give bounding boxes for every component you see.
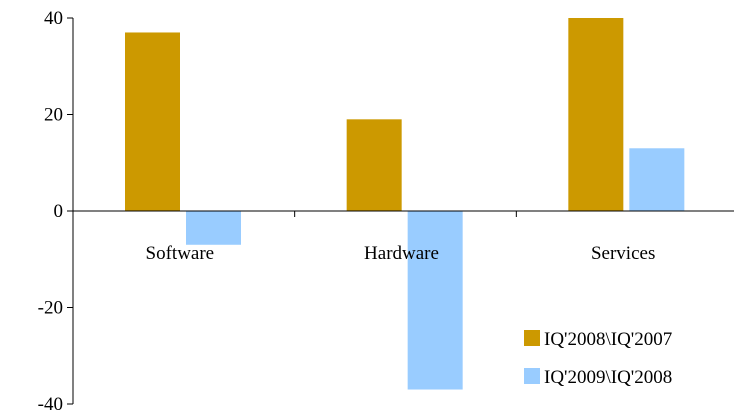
bar-software-series-2 <box>186 211 241 245</box>
y-tick-label: -40 <box>38 394 63 414</box>
labels-group: 40 20 0 -20 -40 Software Hardware Services <box>38 8 656 414</box>
bar-hardware-series-1 <box>346 119 402 211</box>
y-tick-label: 0 <box>54 201 64 222</box>
legend-label-2: IQ'2009\IQ'2008 <box>544 367 672 388</box>
bar-services-series-1 <box>568 18 624 211</box>
bar-services-series-2 <box>629 148 685 211</box>
bar-software-series-1 <box>125 32 180 211</box>
bars-group <box>125 18 685 390</box>
axes-group <box>67 17 734 405</box>
y-tick-label: -20 <box>38 298 63 319</box>
bar-hardware-series-2 <box>407 211 463 390</box>
legend-swatch-2 <box>524 368 540 384</box>
legend-swatch-1 <box>524 330 540 346</box>
y-tick-label: 20 <box>44 105 63 126</box>
legend: IQ'2008\IQ'2007 IQ'2009\IQ'2008 <box>524 329 672 388</box>
legend-label-1: IQ'2008\IQ'2007 <box>544 329 672 350</box>
category-label-software: Software <box>146 243 215 264</box>
category-label-services: Services <box>591 243 655 264</box>
y-tick-label: 40 <box>44 8 63 29</box>
category-label-hardware: Hardware <box>364 243 439 264</box>
